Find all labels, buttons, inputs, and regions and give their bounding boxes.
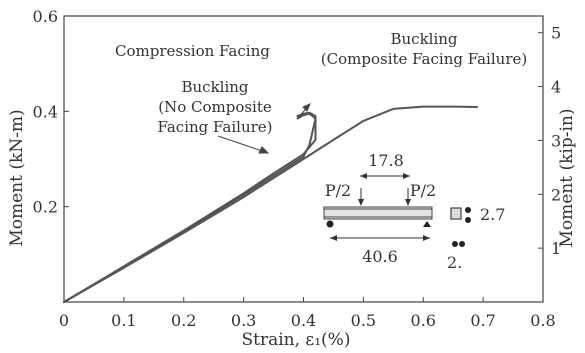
- annotation-buckling-no-composite-3: Facing Failure): [157, 118, 272, 136]
- x-axis-label: Strain, ε₁(%): [242, 330, 351, 350]
- support-right: [423, 221, 431, 227]
- arrow-no-composite-head: [258, 146, 270, 154]
- annotation-buckling-composite-2: (Composite Facing Failure): [321, 50, 527, 68]
- y-tick-label: 0.6: [33, 7, 58, 26]
- x-tick-label: 0.2: [171, 311, 196, 330]
- x-tick-label: 0.8: [530, 311, 555, 330]
- y2-tick-label: 1: [551, 239, 561, 258]
- ticks: 0 0.1 0.2 0.3 0.4 0.5 0.6 0.7 0.8 0.2 0.4 0.6 1 2 3 4 5: [33, 7, 562, 330]
- bolt-dot-right: [459, 241, 465, 247]
- annotation-compression-facing: Compression Facing: [115, 42, 270, 60]
- y2-tick-label: 2: [551, 185, 561, 204]
- cross-section-dot-bottom: [465, 217, 471, 223]
- x-tick-label: 0.1: [111, 311, 136, 330]
- x-tick-label: 0.6: [411, 311, 436, 330]
- x-tick-label: 0.4: [291, 311, 316, 330]
- x-tick-label: 0: [59, 311, 69, 330]
- y-axis-label: Moment (kN-m): [7, 109, 27, 246]
- y2-tick-label: 4: [551, 78, 561, 97]
- schematic-dim2-label: 2.: [447, 253, 462, 272]
- schematic-length-label: 40.6: [362, 247, 398, 266]
- y2-axis-label: Moment (kip-in): [557, 108, 577, 247]
- schematic-dim1-label: 2.7: [480, 205, 505, 224]
- x-tick-label: 0.7: [470, 311, 495, 330]
- schematic-load-left: P/2: [325, 181, 351, 200]
- annotation-buckling-no-composite-1: Buckling: [181, 78, 248, 96]
- arrow-compression-head: [302, 103, 311, 112]
- annotation-arrows: [217, 103, 311, 154]
- support-left: [326, 220, 334, 228]
- y2-tick-label: 5: [551, 24, 561, 43]
- schematic-span-label: 17.8: [368, 151, 404, 170]
- bolt-dot-left: [452, 241, 458, 247]
- y2-tick-label: 3: [551, 131, 561, 150]
- series-line-2: [63, 112, 317, 303]
- beam-body: [323, 206, 433, 220]
- x-tick-label: 0.3: [231, 311, 256, 330]
- length-arrow-left: [330, 235, 337, 241]
- cross-section-dot-top: [465, 207, 471, 213]
- y-tick-label: 0.2: [33, 198, 58, 217]
- cross-section-box: [450, 207, 462, 220]
- beam-schematic: 17.8 P/2 P/2 40.6 2.7 2.: [323, 151, 505, 272]
- schematic-load-right: P/2: [410, 181, 436, 200]
- load-arrow-left-head: [358, 199, 364, 206]
- arrow-no-composite-line: [217, 135, 269, 154]
- annotation-buckling-composite-1: Buckling: [390, 30, 457, 48]
- load-arrow-right-head: [405, 199, 411, 206]
- annotation-buckling-no-composite-2: (No Composite: [158, 98, 272, 116]
- series-line-3: [63, 111, 317, 303]
- span-arrow-right: [403, 173, 410, 179]
- span-arrow-left: [360, 173, 367, 179]
- curves: [63, 105, 479, 303]
- length-arrow-right: [423, 235, 430, 241]
- x-tick-label: 0.5: [351, 311, 376, 330]
- y-tick-label: 0.4: [33, 102, 58, 121]
